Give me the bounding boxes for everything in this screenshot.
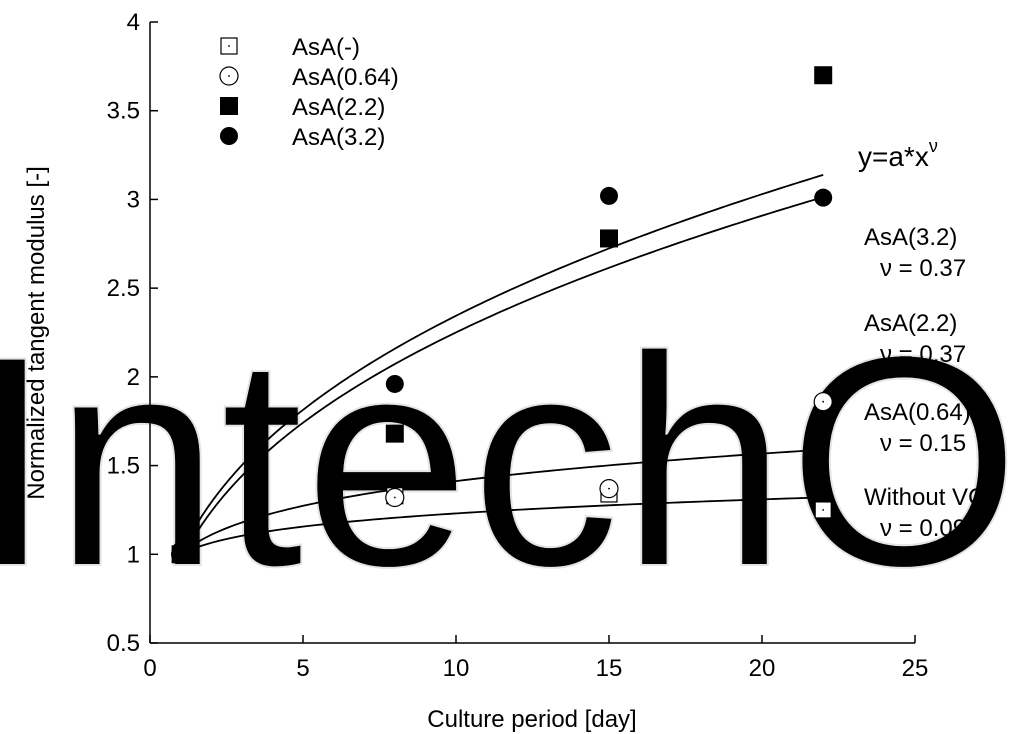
fit-nu-without-vc: ν = 0.090	[880, 515, 979, 542]
fit-nu-asa-3-2: ν = 0.37	[880, 255, 966, 282]
y-axis-title: Normalized tangent modulus [-]	[23, 166, 50, 500]
legend-label-asa-3-2: AsA(3.2)	[292, 124, 385, 151]
data-points	[171, 66, 833, 564]
fit-nu-asa-0-64: ν = 0.15	[880, 430, 966, 457]
point-asa-0-64	[813, 392, 833, 412]
y-tick-label: 0.5	[107, 630, 140, 657]
x-tick-label: 20	[749, 655, 776, 682]
y-tick-label: 3.5	[107, 98, 140, 125]
x-tick-label: 10	[443, 655, 470, 682]
x-tick-label: 25	[902, 655, 929, 682]
legend-label-asa-0-64: AsA(0.64)	[292, 64, 399, 91]
point-asa-3-2	[600, 186, 618, 205]
point-asa-0-64	[385, 487, 405, 508]
point-asa-3-2	[385, 374, 404, 393]
fit-curve-asa-3-2	[179, 174, 824, 555]
watermark-text: IntechOpen	[0, 293, 1011, 631]
fit-curve-asa-2-2	[179, 196, 824, 562]
legend-marker-asa-2-2	[220, 97, 238, 115]
y-tick-label: 2.5	[107, 275, 140, 302]
legend-marker-asa-0-64	[219, 66, 239, 86]
legend-marker-asa-3-2	[220, 127, 238, 145]
legend: AsA(-) AsA(0.64) AsA(2.2) AsA(3.2)	[219, 34, 399, 151]
point-asa-2-2	[814, 66, 833, 85]
point-asa-2-2	[600, 229, 618, 248]
x-axis-title: Culture period [day]	[427, 706, 636, 733]
y-tick-label: 4	[127, 9, 140, 36]
point-asa	[814, 501, 832, 519]
fit-label-asa-3-2: AsA(3.2)	[864, 224, 957, 251]
y-tick-label: 3	[127, 186, 140, 213]
point-asa-3-2	[814, 188, 833, 207]
x-tick-label: 15	[596, 655, 623, 682]
point-asa-2-2	[385, 424, 404, 443]
formula-base: y=a*x	[858, 141, 929, 172]
fit-curve-asa-0-64	[180, 448, 824, 555]
point-asa-3-2	[171, 541, 190, 560]
fit-label-asa-2-2: AsA(2.2)	[864, 310, 957, 337]
x-tick-label: 0	[143, 655, 156, 682]
fit-label-asa-0-64: AsA(0.64)	[864, 399, 971, 426]
y-tick-label: 1	[127, 541, 140, 568]
y-tick-label: 1.5	[107, 453, 140, 480]
legend-label-asa: AsA(-)	[292, 34, 360, 61]
formula-exponent: ν	[929, 136, 938, 156]
fit-curves	[179, 174, 824, 562]
fit-nu-asa-2-2: ν = 0.37	[880, 341, 966, 368]
fit-curve-without-vc	[180, 496, 824, 556]
axes: 0 5 10 15 20 25 0.5 1 1.5 2 2.5 3 3.5 4	[107, 9, 929, 682]
fit-formula: y=a*xν	[858, 136, 938, 172]
x-tick-label: 5	[296, 655, 309, 682]
legend-marker-asa	[220, 37, 238, 55]
y-tick-label: 2	[127, 364, 140, 391]
legend-label-asa-2-2: AsA(2.2)	[292, 94, 385, 121]
fit-label-without-vc: Without VC	[864, 484, 985, 511]
point-asa-0-64	[599, 479, 619, 499]
